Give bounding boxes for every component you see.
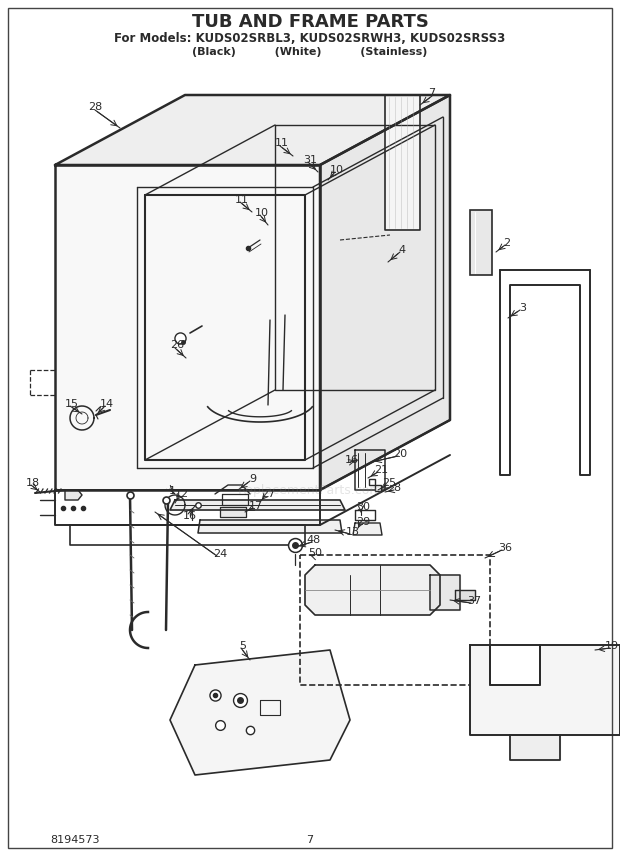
Text: 11: 11 [235,195,249,205]
Text: 19: 19 [605,641,619,651]
Text: 12: 12 [175,489,189,499]
Text: 3: 3 [520,303,526,313]
Text: 1: 1 [169,486,175,496]
Polygon shape [220,507,246,517]
Polygon shape [490,645,540,685]
Polygon shape [55,95,450,165]
Text: 10: 10 [255,208,269,218]
Polygon shape [55,165,320,490]
Text: 4: 4 [399,245,405,255]
Text: 28: 28 [88,102,102,112]
Text: 24: 24 [213,549,227,559]
Text: 31: 31 [303,155,317,165]
Polygon shape [470,645,620,735]
Text: 16: 16 [345,455,359,465]
Text: (Black)          (White)          (Stainless): (Black) (White) (Stainless) [192,47,428,57]
Text: 25: 25 [382,478,396,488]
Polygon shape [455,590,475,600]
Text: 13: 13 [346,527,360,537]
Text: 5: 5 [239,641,247,651]
Text: 9: 9 [249,474,257,484]
Text: TUB AND FRAME PARTS: TUB AND FRAME PARTS [192,13,428,31]
Text: 2: 2 [503,238,510,248]
Text: 21: 21 [374,465,388,475]
Text: 8194573: 8194573 [50,835,99,845]
Text: 7: 7 [306,835,314,845]
Text: 16: 16 [183,511,197,521]
Text: 27: 27 [261,489,275,499]
Polygon shape [198,520,342,533]
Text: 11: 11 [275,138,289,148]
Text: 15: 15 [65,399,79,409]
Polygon shape [170,500,345,510]
Bar [470,210,492,275]
Text: 20: 20 [393,449,407,459]
Text: 36: 36 [498,543,512,553]
Polygon shape [353,523,382,535]
Polygon shape [430,575,460,610]
Text: 7: 7 [428,88,436,98]
Text: ReplacementParts.com: ReplacementParts.com [237,484,383,496]
Text: 18: 18 [26,478,40,488]
Text: 50: 50 [308,548,322,558]
Text: 26: 26 [170,340,184,350]
Text: 29: 29 [356,517,370,527]
Text: 8: 8 [394,483,401,493]
Text: 48: 48 [307,535,321,545]
Polygon shape [305,565,440,615]
Text: 10: 10 [330,165,344,175]
Text: 30: 30 [356,502,370,512]
Polygon shape [385,95,420,230]
Polygon shape [510,735,560,760]
Polygon shape [320,95,450,490]
Text: For Models: KUDS02SRBL3, KUDS02SRWH3, KUDS02SRSS3: For Models: KUDS02SRBL3, KUDS02SRWH3, KU… [114,32,506,45]
Bar [300,555,490,685]
Polygon shape [170,650,350,775]
Text: 17: 17 [249,501,263,511]
Text: 14: 14 [100,399,114,409]
Text: 37: 37 [467,596,481,606]
Polygon shape [65,490,82,500]
